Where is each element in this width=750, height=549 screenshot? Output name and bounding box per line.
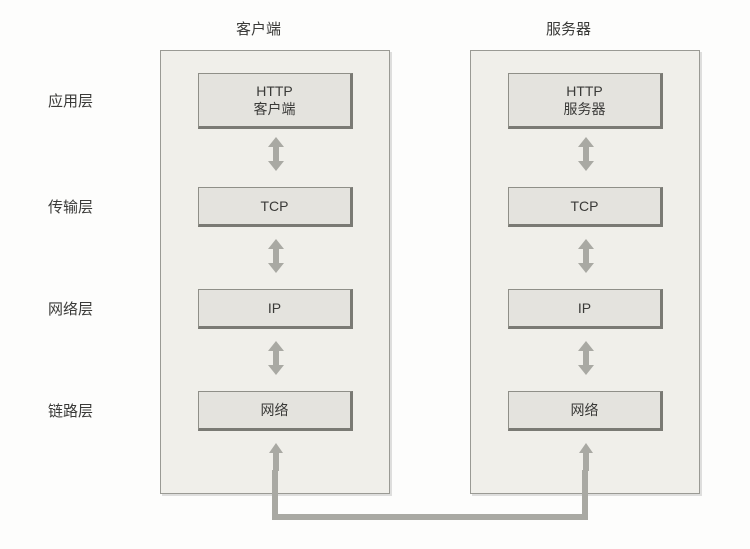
client-ip-label: IP xyxy=(268,299,281,317)
server-net-label: 网络 xyxy=(571,401,599,419)
header-client: 客户端 xyxy=(236,18,281,39)
client-ip-box: IP xyxy=(198,289,353,329)
client-http-line2: 客户端 xyxy=(254,100,296,118)
client-net-label: 网络 xyxy=(261,401,289,419)
double-arrow-icon xyxy=(268,341,284,375)
double-arrow-icon xyxy=(268,137,284,171)
client-http-line1: HTTP xyxy=(256,82,293,100)
client-tcp-box: TCP xyxy=(198,187,353,227)
server-tcp-box: TCP xyxy=(508,187,663,227)
server-http-line1: HTTP xyxy=(566,82,603,100)
up-arrow-icon xyxy=(269,443,283,471)
double-arrow-icon xyxy=(268,239,284,273)
server-ip-label: IP xyxy=(578,299,591,317)
server-http-box: HTTP 服务器 xyxy=(508,73,663,129)
connector-right-vert xyxy=(582,470,588,520)
server-ip-box: IP xyxy=(508,289,663,329)
double-arrow-icon xyxy=(578,239,594,273)
client-column: HTTP 客户端 TCP IP 网络 xyxy=(160,50,390,494)
row-label-link: 链路层 xyxy=(48,400,93,421)
row-label-app: 应用层 xyxy=(48,90,93,111)
row-label-network: 网络层 xyxy=(48,298,93,319)
connector-horiz xyxy=(272,514,588,520)
connector-left-vert xyxy=(272,470,278,520)
double-arrow-icon xyxy=(578,137,594,171)
header-server: 服务器 xyxy=(546,18,591,39)
client-tcp-label: TCP xyxy=(261,197,289,215)
server-http-line2: 服务器 xyxy=(564,100,606,118)
server-tcp-label: TCP xyxy=(571,197,599,215)
double-arrow-icon xyxy=(578,341,594,375)
client-http-box: HTTP 客户端 xyxy=(198,73,353,129)
up-arrow-icon xyxy=(579,443,593,471)
server-net-box: 网络 xyxy=(508,391,663,431)
server-column: HTTP 服务器 TCP IP 网络 xyxy=(470,50,700,494)
row-label-transport: 传输层 xyxy=(48,196,93,217)
client-net-box: 网络 xyxy=(198,391,353,431)
